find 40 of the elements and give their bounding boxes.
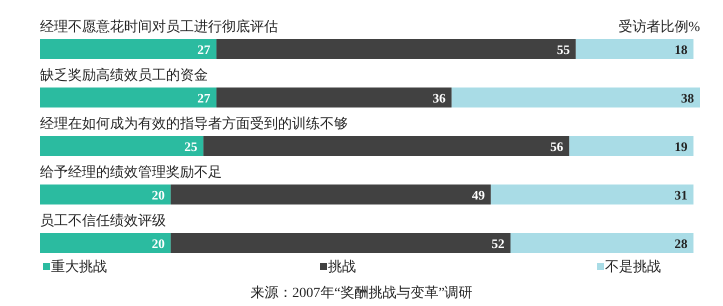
bar	[40, 184, 171, 204]
data-label: 38	[681, 90, 694, 106]
bar	[203, 136, 570, 156]
data-label: 20	[152, 188, 165, 202]
bar	[452, 88, 700, 108]
y-tick-label: 员工不信任绩效评级	[40, 213, 166, 229]
data-label: 25	[184, 139, 198, 154]
bar	[569, 136, 694, 156]
data-label: 52	[491, 236, 504, 251]
bar	[170, 233, 510, 253]
bar	[510, 233, 694, 253]
data-label: 31	[674, 188, 688, 202]
legend-label: 挑战	[328, 259, 356, 275]
data-label: 19	[674, 139, 688, 154]
bar	[216, 88, 452, 108]
y-tick-label: 经理不愿意花时间对员工进行彻底评估	[40, 19, 278, 35]
bar	[490, 184, 694, 204]
legend-label: 不是挑战	[605, 259, 661, 275]
y-tick-label: 给予经理的绩效管理奖励不足	[40, 164, 222, 180]
bar	[216, 39, 576, 59]
bar	[576, 39, 694, 59]
data-label: 49	[472, 188, 486, 202]
data-label: 20	[152, 236, 165, 251]
bar	[40, 233, 171, 253]
data-label: 55	[556, 42, 570, 57]
data-label: 56	[550, 139, 564, 154]
bar	[40, 39, 216, 59]
data-label: 36	[432, 90, 446, 106]
x-axis-title: 受访者比例%	[618, 19, 700, 35]
data-label: 27	[197, 42, 211, 57]
legend-label: 重大挑战	[51, 259, 107, 275]
y-tick-label: 经理在如何成为有效的指导者方面受到的训练不够	[40, 116, 348, 132]
bar	[40, 136, 204, 156]
y-tick-label: 缺乏奖励高绩效员工的资金	[40, 68, 208, 84]
data-label: 28	[674, 236, 688, 251]
source-note: 来源：2007年“奖酬挑战与变革”调研	[250, 285, 473, 301]
bar	[40, 88, 216, 108]
bar	[170, 184, 491, 204]
data-label: 27	[197, 90, 211, 106]
data-label: 18	[674, 42, 688, 57]
